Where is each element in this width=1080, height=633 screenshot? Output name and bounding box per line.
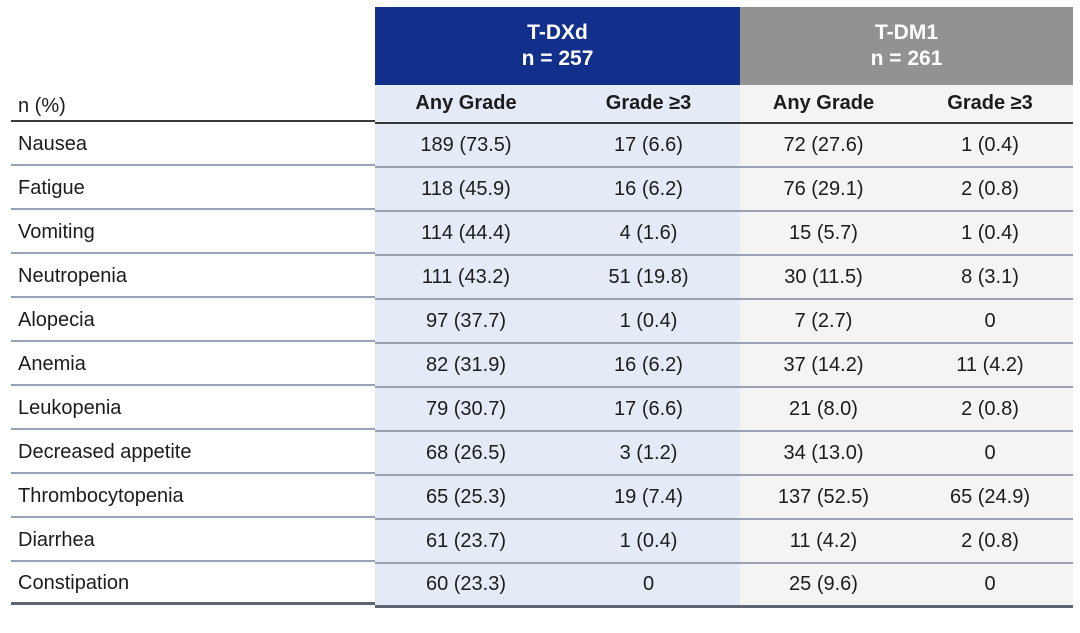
cell-value: 0 (557, 564, 740, 608)
cell-value: 11 (4.2) (740, 520, 907, 564)
cell-value: 118 (45.9) (375, 168, 557, 212)
row-label: Anemia (11, 344, 375, 386)
cell-value: 30 (11.5) (740, 256, 907, 300)
row-label: Fatigue (11, 168, 375, 210)
row-label: Thrombocytopenia (11, 476, 375, 518)
cell-value: 111 (43.2) (375, 256, 557, 300)
cell-value: 76 (29.1) (740, 168, 907, 212)
cell-value: 16 (6.2) (557, 168, 740, 212)
row-label: Constipation (11, 564, 375, 605)
cell-value: 65 (25.3) (375, 476, 557, 520)
subcolumn-header-tdm1-grade-ge3: Grade ≥3 (907, 85, 1073, 124)
cell-value: 79 (30.7) (375, 388, 557, 432)
cell-value: 1 (0.4) (557, 300, 740, 344)
tdxd-n: n = 257 (521, 47, 594, 70)
subcolumn-header-tdxd-grade-ge3: Grade ≥3 (557, 85, 740, 124)
header-corner-spacer (11, 7, 375, 85)
row-label: Neutropenia (11, 256, 375, 298)
cell-value: 82 (31.9) (375, 344, 557, 388)
cell-value: 25 (9.6) (740, 564, 907, 608)
cell-value: 51 (19.8) (557, 256, 740, 300)
tdm1-n: n = 261 (870, 47, 943, 70)
tdm1-name: T-DM1 (875, 21, 938, 44)
cell-value: 37 (14.2) (740, 344, 907, 388)
cell-value: 17 (6.6) (557, 388, 740, 432)
cell-value: 2 (0.8) (907, 168, 1073, 212)
cell-value: 17 (6.6) (557, 124, 740, 168)
cell-value: 4 (1.6) (557, 212, 740, 256)
adverse-events-table: T-DXd n = 257 T-DM1 n = 261 n (%) Any Gr… (11, 7, 1073, 608)
row-label: Vomiting (11, 212, 375, 254)
column-group-header-tdm1: T-DM1 n = 261 (740, 7, 1073, 85)
tdxd-name: T-DXd (527, 21, 588, 44)
row-label: Nausea (11, 124, 375, 166)
cell-value: 2 (0.8) (907, 520, 1073, 564)
cell-value: 7 (2.7) (740, 300, 907, 344)
cell-value: 68 (26.5) (375, 432, 557, 476)
subcolumn-header-tdxd-any-grade: Any Grade (375, 85, 557, 124)
cell-value: 114 (44.4) (375, 212, 557, 256)
cell-value: 15 (5.7) (740, 212, 907, 256)
row-label: Diarrhea (11, 520, 375, 562)
cell-value: 61 (23.7) (375, 520, 557, 564)
row-label: Alopecia (11, 300, 375, 342)
cell-value: 97 (37.7) (375, 300, 557, 344)
cell-value: 72 (27.6) (740, 124, 907, 168)
cell-value: 11 (4.2) (907, 344, 1073, 388)
cell-value: 0 (907, 300, 1073, 344)
cell-value: 60 (23.3) (375, 564, 557, 608)
cell-value: 1 (0.4) (907, 212, 1073, 256)
subcolumn-header-tdm1-any-grade: Any Grade (740, 85, 907, 124)
cell-value: 65 (24.9) (907, 476, 1073, 520)
row-label: Leukopenia (11, 388, 375, 430)
cell-value: 137 (52.5) (740, 476, 907, 520)
cell-value: 189 (73.5) (375, 124, 557, 168)
cell-value: 8 (3.1) (907, 256, 1073, 300)
cell-value: 34 (13.0) (740, 432, 907, 476)
cell-value: 16 (6.2) (557, 344, 740, 388)
cell-value: 1 (0.4) (907, 124, 1073, 168)
corner-label: n (%) (11, 85, 375, 122)
cell-value: 21 (8.0) (740, 388, 907, 432)
cell-value: 0 (907, 564, 1073, 608)
cell-value: 0 (907, 432, 1073, 476)
row-label: Decreased appetite (11, 432, 375, 474)
cell-value: 3 (1.2) (557, 432, 740, 476)
cell-value: 1 (0.4) (557, 520, 740, 564)
cell-value: 2 (0.8) (907, 388, 1073, 432)
cell-value: 19 (7.4) (557, 476, 740, 520)
column-group-header-tdxd: T-DXd n = 257 (375, 7, 740, 85)
